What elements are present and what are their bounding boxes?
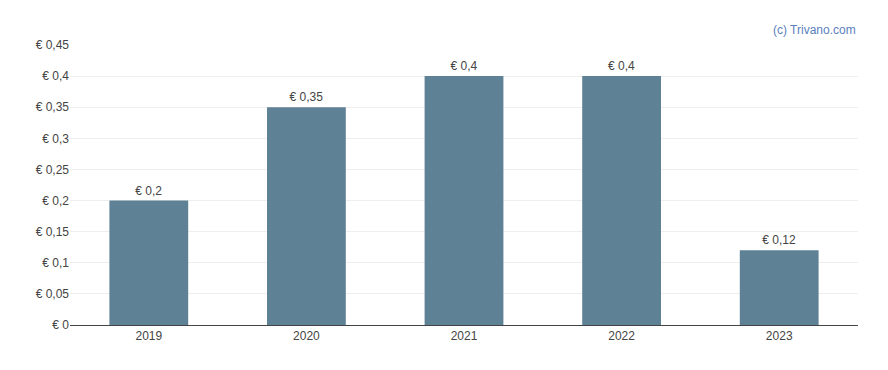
svg-text:€ 0,2: € 0,2 — [42, 194, 69, 208]
svg-text:€ 0,4: € 0,4 — [42, 69, 69, 83]
svg-text:€ 0,35: € 0,35 — [290, 90, 324, 104]
svg-text:(c) Trivano.com: (c) Trivano.com — [773, 23, 856, 37]
svg-text:2020: 2020 — [293, 329, 320, 343]
svg-text:€ 0,45: € 0,45 — [36, 38, 70, 52]
svg-text:€ 0,1: € 0,1 — [42, 256, 69, 270]
svg-text:€ 0,3: € 0,3 — [42, 132, 69, 146]
svg-text:€ 0,2: € 0,2 — [135, 184, 162, 198]
svg-text:€ 0,35: € 0,35 — [36, 100, 70, 114]
svg-text:€ 0,12: € 0,12 — [762, 233, 796, 247]
svg-text:€ 0: € 0 — [52, 318, 69, 332]
svg-text:€ 0,4: € 0,4 — [608, 59, 635, 73]
svg-text:€ 0,4: € 0,4 — [450, 59, 477, 73]
svg-text:€ 0,15: € 0,15 — [36, 225, 70, 239]
svg-text:€ 0,25: € 0,25 — [36, 163, 70, 177]
svg-text:2023: 2023 — [766, 329, 793, 343]
svg-text:2019: 2019 — [135, 329, 162, 343]
svg-text:2021: 2021 — [451, 329, 478, 343]
svg-text:€ 0,05: € 0,05 — [36, 287, 70, 301]
svg-text:2022: 2022 — [608, 329, 635, 343]
